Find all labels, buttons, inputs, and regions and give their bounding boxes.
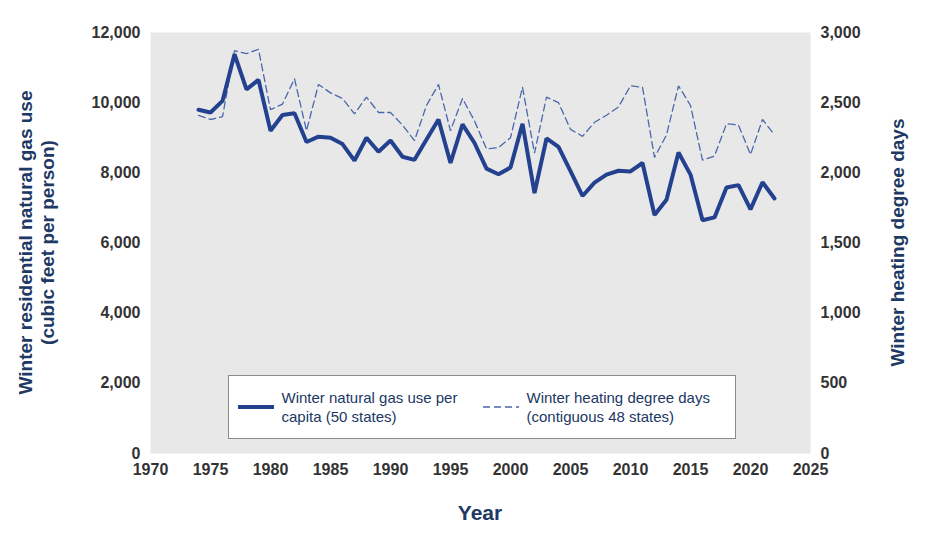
svg-text:2,000: 2,000 xyxy=(100,374,140,391)
svg-text:10,000: 10,000 xyxy=(92,94,141,111)
svg-text:2020: 2020 xyxy=(733,461,769,478)
svg-text:2,000: 2,000 xyxy=(821,164,861,181)
svg-text:Year: Year xyxy=(458,501,502,524)
svg-text:2015: 2015 xyxy=(673,461,709,478)
svg-text:6,000: 6,000 xyxy=(100,234,140,251)
svg-text:12,000: 12,000 xyxy=(92,24,141,41)
svg-text:2010: 2010 xyxy=(613,461,649,478)
html-text:Winter natural gas use per cap: Winter natural gas use per capita (50 st… xyxy=(281,389,458,425)
svg-text:3,000: 3,000 xyxy=(821,24,861,41)
svg-text:1975: 1975 xyxy=(193,461,229,478)
svg-text:Winter heating degree days: Winter heating degree days xyxy=(887,119,908,367)
svg-text:1980: 1980 xyxy=(253,461,289,478)
svg-text:2005: 2005 xyxy=(553,461,589,478)
svg-text:1985: 1985 xyxy=(313,461,349,478)
svg-text:1990: 1990 xyxy=(373,461,409,478)
svg-text:1,500: 1,500 xyxy=(821,234,861,251)
svg-text:1,000: 1,000 xyxy=(821,304,861,321)
svg-text:1970: 1970 xyxy=(133,461,169,478)
svg-text:1995: 1995 xyxy=(433,461,469,478)
svg-text:2,500: 2,500 xyxy=(821,94,861,111)
svg-text:8,000: 8,000 xyxy=(100,164,140,181)
svg-text:500: 500 xyxy=(821,374,848,391)
svg-text:0: 0 xyxy=(132,445,141,462)
svg-text:2000: 2000 xyxy=(493,461,529,478)
svg-text:4,000: 4,000 xyxy=(100,304,140,321)
svg-text:2025: 2025 xyxy=(793,461,829,478)
svg-text:Winter residential natural gas: Winter residential natural gas use(cubic… xyxy=(15,91,58,395)
html-text:Winter heating degree days (co: Winter heating degree days (contiguous 4… xyxy=(526,389,710,425)
svg-text:0: 0 xyxy=(821,445,830,462)
